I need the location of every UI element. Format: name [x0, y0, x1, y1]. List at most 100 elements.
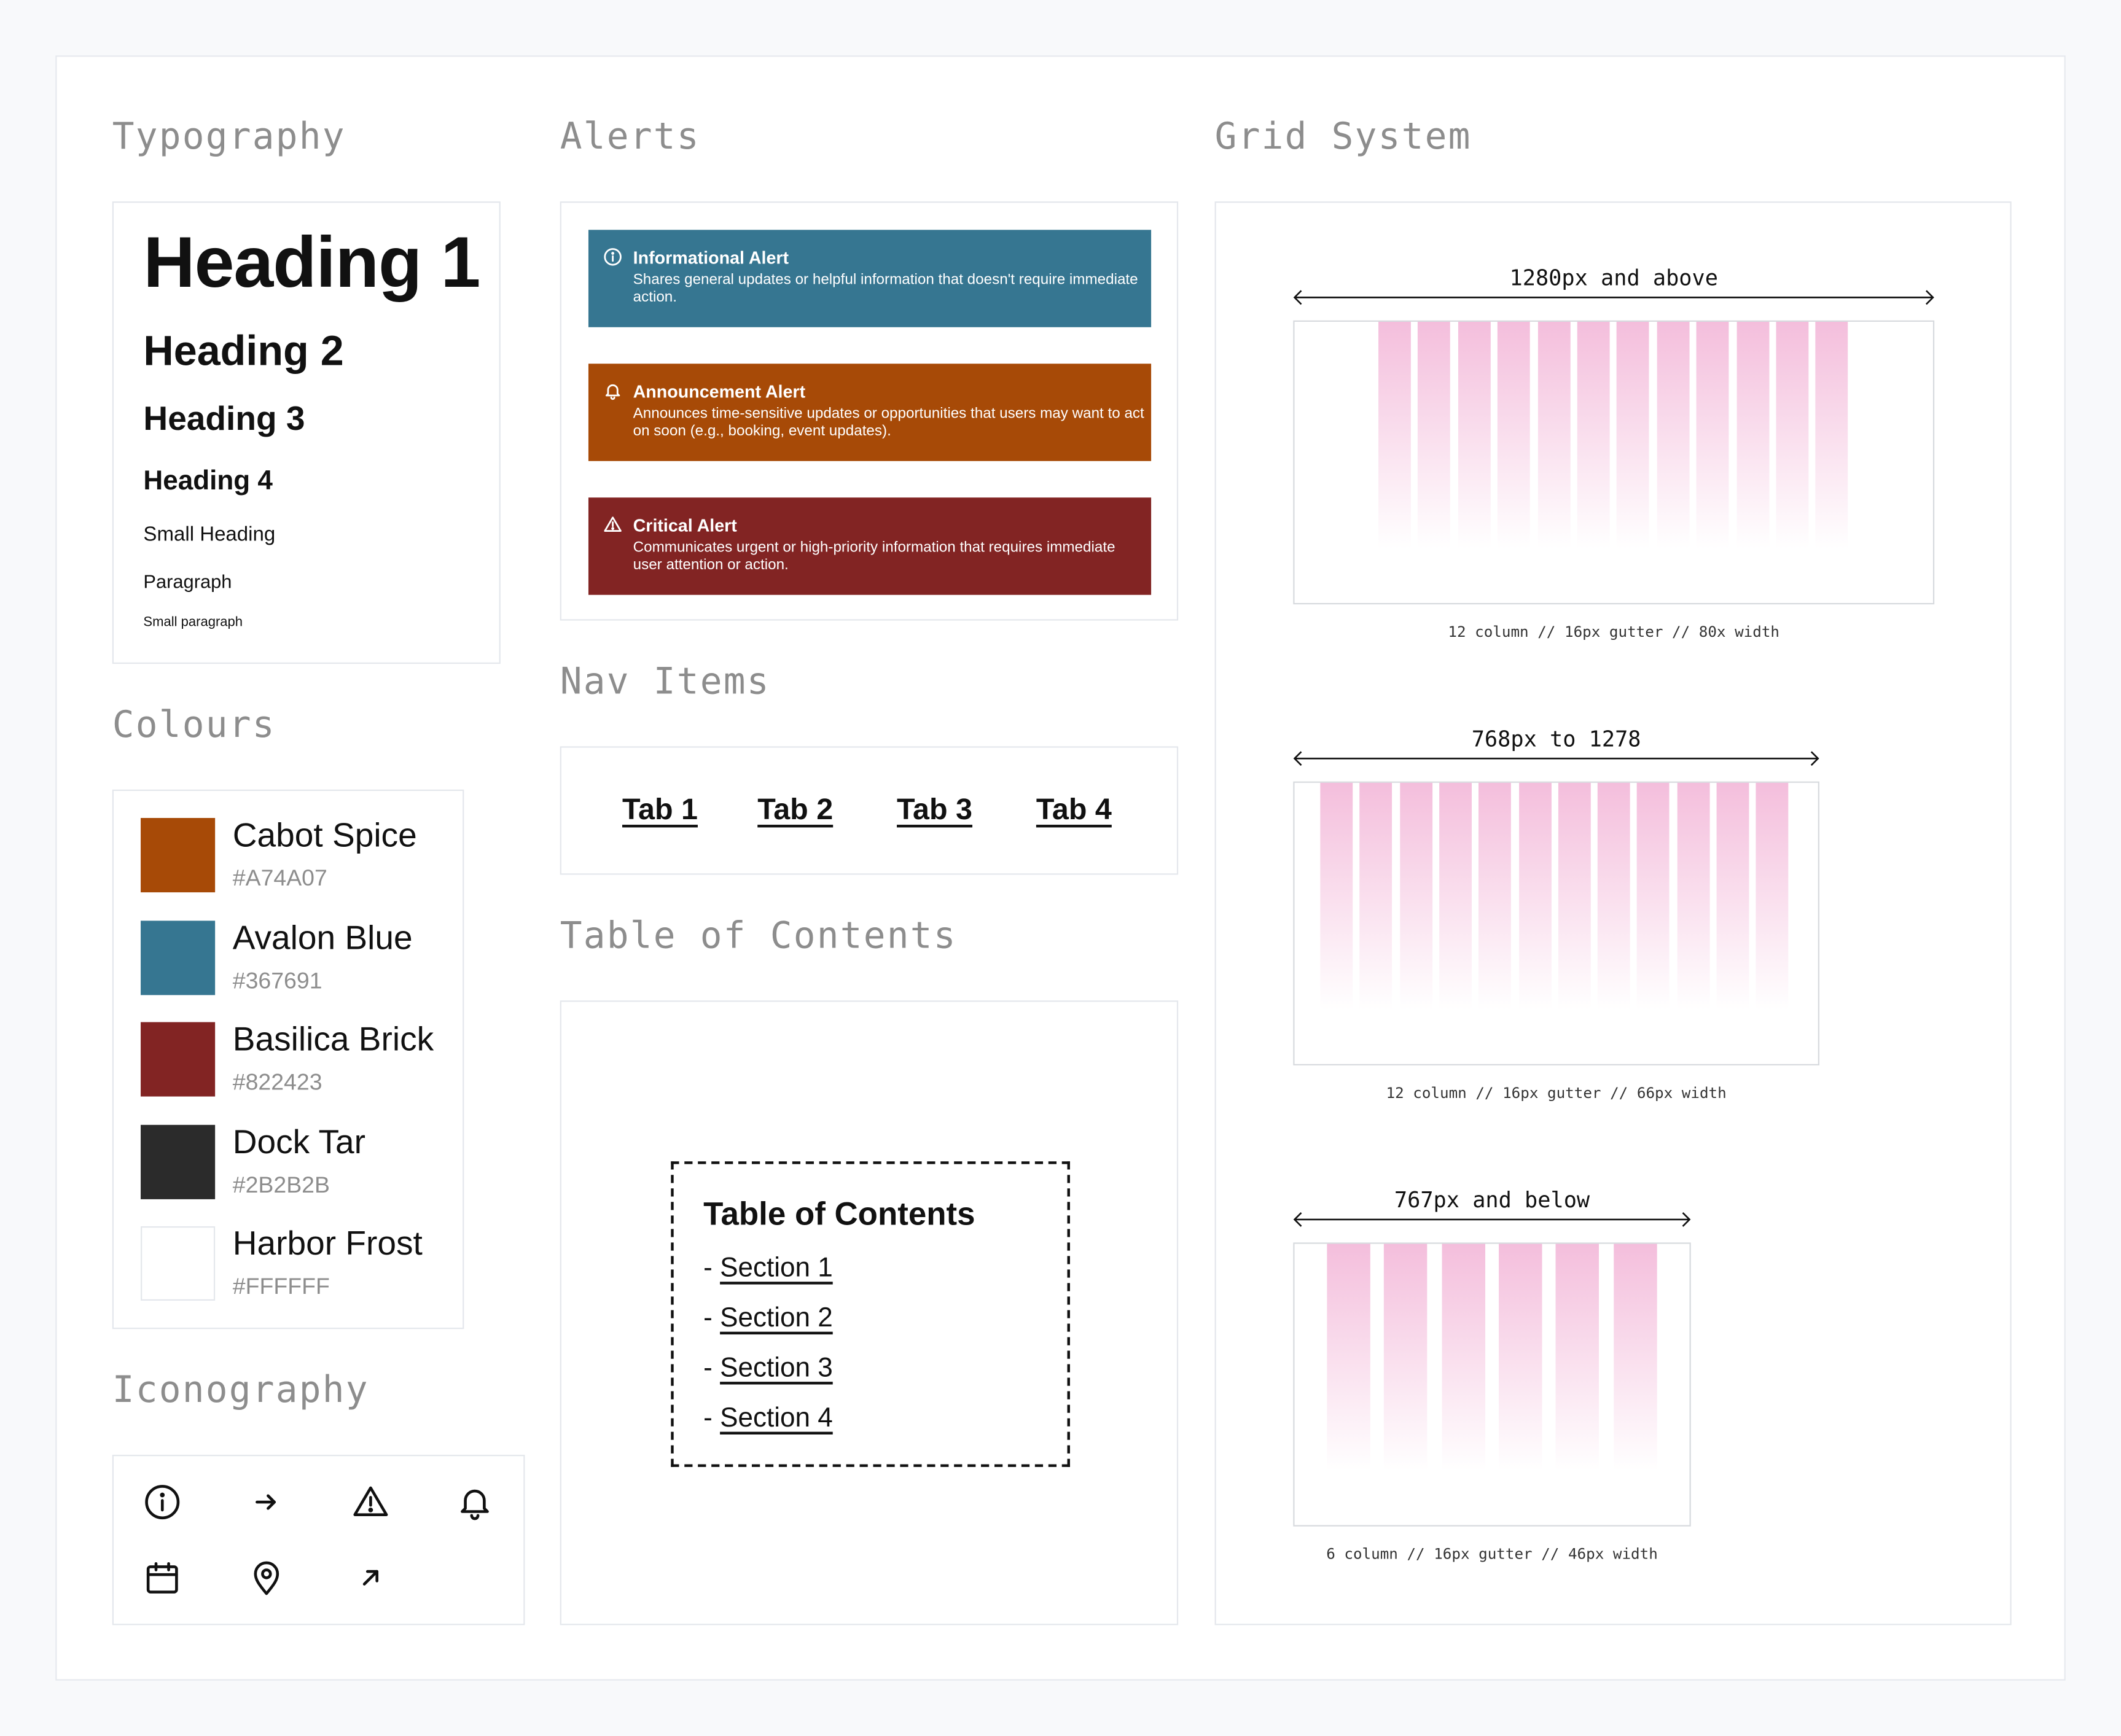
grid-column	[1558, 782, 1591, 1010]
colour-swatch-hex: #2B2B2B	[232, 1172, 330, 1198]
grid-system-title: Grid System	[1214, 116, 1472, 158]
grid-preview-desktop	[1293, 320, 1935, 605]
tab-1[interactable]: Tab 1	[622, 792, 698, 827]
grid-column	[1677, 782, 1709, 1010]
typography-card: Heading 1 Heading 2 Heading 3 Heading 4 …	[112, 201, 501, 664]
grid-column	[1598, 782, 1630, 1010]
colour-swatch-chip	[141, 1226, 216, 1301]
small-paragraph-sample: Small paragraph	[143, 615, 243, 630]
colour-swatch-chip	[141, 1124, 216, 1199]
toc-link-section-1[interactable]: Section 1	[720, 1253, 833, 1283]
grid-column	[1537, 322, 1570, 549]
grid-column	[1756, 782, 1789, 1010]
colours-card: Cabot Spice #A74A07 Avalon Blue #367691 …	[112, 789, 464, 1329]
iconography-title: Iconography	[112, 1369, 369, 1412]
toc-link-section-3[interactable]: Section 3	[720, 1353, 833, 1384]
toc-item: - Section 4	[703, 1403, 833, 1434]
toc-bullet: -	[703, 1353, 713, 1384]
grid-column	[1439, 782, 1472, 1010]
toc-link-section-4[interactable]: Section 4	[720, 1403, 833, 1433]
critical-alert: Critical Alert Communicates urgent or hi…	[588, 497, 1152, 595]
grid-column	[1359, 782, 1393, 1010]
alert-body: Shares general updates or helpful inform…	[633, 271, 1138, 306]
colours-title: Colours	[112, 704, 276, 747]
grid-preview-mobile	[1293, 1242, 1691, 1527]
grid-column	[1327, 1244, 1370, 1471]
calendar-icon	[143, 1559, 181, 1597]
arrow-right-icon	[248, 1483, 286, 1521]
toc-item: - Section 2	[703, 1303, 833, 1334]
nav-items-card: Tab 1 Tab 2 Tab 3 Tab 4	[560, 746, 1179, 875]
colour-swatch-hex: #FFFFFF	[232, 1274, 330, 1299]
grid-caption: 12 column // 16px gutter // 66px width	[1386, 1084, 1727, 1102]
colour-swatch-hex: #367691	[232, 968, 322, 994]
colour-swatch-name: Harbor Frost	[232, 1224, 423, 1263]
heading-4-sample: Heading 4	[143, 466, 273, 497]
grid-column	[1736, 322, 1769, 549]
heading-1-sample: Heading 1	[143, 223, 480, 303]
grid-column	[1716, 782, 1749, 1010]
style-guide-frame: Typography Heading 1 Heading 2 Heading 3…	[55, 55, 2066, 1681]
tab-2[interactable]: Tab 2	[757, 792, 834, 827]
toc-title: Table of Contents	[703, 1196, 975, 1233]
informational-alert: Informational Alert Shares general updat…	[588, 230, 1152, 327]
alert-title: Critical Alert	[633, 515, 737, 535]
colour-swatch-name: Dock Tar	[232, 1123, 366, 1162]
map-pin-icon	[248, 1559, 286, 1597]
info-icon	[143, 1483, 181, 1521]
toc-card: Table of Contents - Section 1 - Section …	[560, 1000, 1179, 1625]
grid-system-card: 1280px and above 12 column // 16px gutte…	[1214, 201, 2012, 1625]
toc-item: - Section 1	[703, 1253, 833, 1285]
grid-column	[1320, 782, 1353, 1010]
grid-breakpoint-label: 768px to 1278	[1471, 726, 1641, 752]
warning-icon	[352, 1483, 390, 1521]
grid-column	[1696, 322, 1729, 549]
grid-column	[1776, 322, 1809, 549]
alert-title: Announcement Alert	[633, 381, 806, 402]
small-heading-sample: Small Heading	[143, 523, 276, 547]
colour-swatch-chip	[141, 1022, 216, 1097]
grid-column	[1418, 322, 1451, 549]
grid-column	[1617, 322, 1650, 549]
grid-column	[1399, 782, 1432, 1010]
bell-icon	[456, 1483, 494, 1521]
colour-swatch-chip	[141, 818, 216, 893]
grid-column	[1498, 322, 1531, 549]
grid-column	[1577, 322, 1610, 549]
tab-3[interactable]: Tab 3	[897, 792, 973, 827]
alert-title: Informational Alert	[633, 247, 789, 268]
colour-swatch-chip	[141, 921, 216, 995]
breakpoint-width-arrow	[1293, 1212, 1691, 1227]
info-icon	[603, 247, 622, 267]
breakpoint-width-arrow	[1293, 751, 1819, 766]
toc-bullet: -	[703, 1253, 713, 1283]
colour-swatch-name: Basilica Brick	[232, 1021, 434, 1059]
alert-body: Announces time-sensitive updates or oppo…	[633, 405, 1144, 440]
grid-column	[1384, 1244, 1428, 1471]
breakpoint-width-arrow	[1293, 290, 1934, 305]
tab-4[interactable]: Tab 4	[1036, 792, 1112, 827]
table-of-contents: Table of Contents - Section 1 - Section …	[671, 1161, 1070, 1467]
grid-breakpoint-label: 1280px and above	[1509, 265, 1718, 291]
alerts-title: Alerts	[560, 116, 700, 158]
grid-column	[1478, 782, 1512, 1010]
heading-2-sample: Heading 2	[143, 327, 344, 375]
toc-section-title: Table of Contents	[560, 915, 957, 957]
bell-icon	[603, 381, 622, 400]
grid-column	[1816, 322, 1849, 549]
toc-bullet: -	[703, 1303, 713, 1333]
grid-column	[1555, 1244, 1600, 1471]
grid-preview-tablet	[1293, 781, 1819, 1065]
toc-bullet: -	[703, 1403, 713, 1433]
grid-column	[1441, 1244, 1485, 1471]
alerts-card: Informational Alert Shares general updat…	[560, 201, 1179, 621]
grid-column	[1458, 322, 1491, 549]
toc-link-section-2[interactable]: Section 2	[720, 1303, 833, 1333]
heading-3-sample: Heading 3	[143, 400, 305, 438]
colour-swatch-name: Cabot Spice	[232, 816, 417, 855]
grid-caption: 6 column // 16px gutter // 46px width	[1326, 1545, 1658, 1563]
grid-breakpoint-label: 767px and below	[1394, 1187, 1590, 1213]
grid-column	[1498, 1244, 1542, 1471]
alert-body: Communicates urgent or high-priority inf…	[633, 539, 1115, 574]
